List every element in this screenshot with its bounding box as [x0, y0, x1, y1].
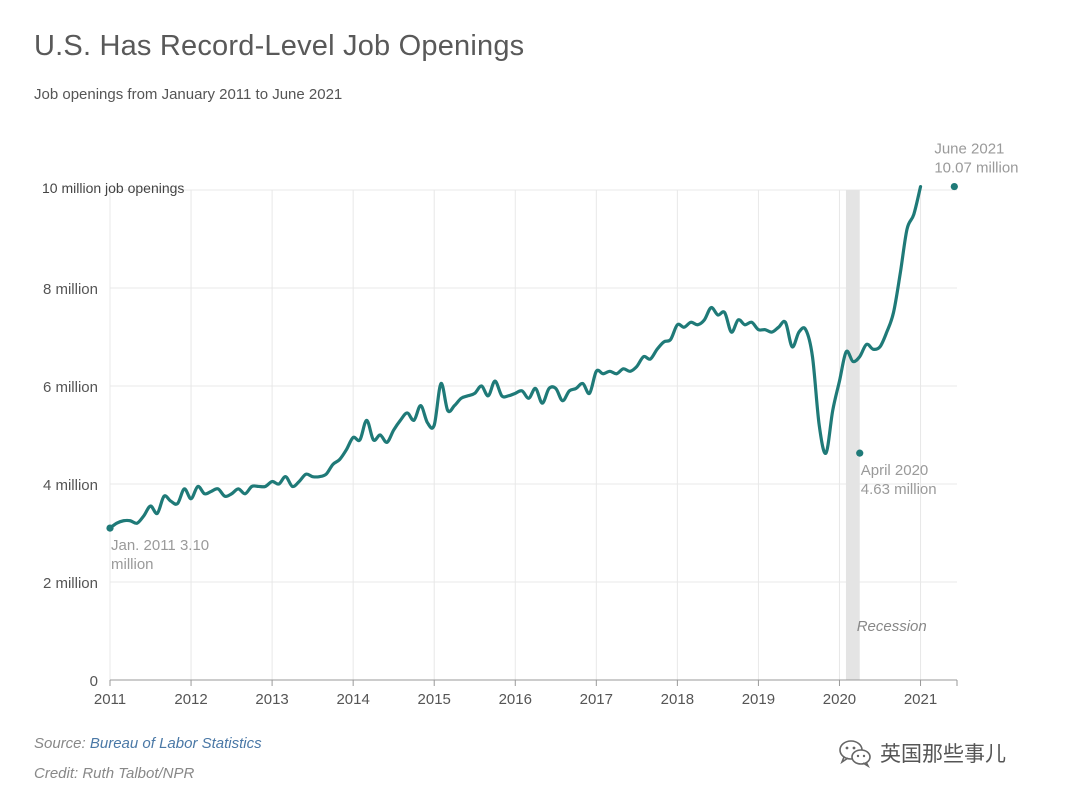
x-tick-label: 2019: [742, 691, 775, 708]
y-tick-label: 4 million: [43, 477, 98, 494]
series-layer: [108, 184, 923, 530]
annotation-label: 10.07 million: [934, 160, 1018, 177]
x-tick-label: 2018: [661, 691, 694, 708]
data-point-marker: [106, 524, 114, 532]
recession-band: [845, 190, 860, 680]
axis-layer: 0 2 million 4 million 6 million 8 million 10 …: [42, 180, 958, 708]
x-tick-label: 2012: [174, 691, 207, 708]
data-point-marker: [856, 449, 864, 457]
recession-layer: Recession: [845, 190, 927, 680]
series-line-job-openings: [108, 184, 923, 530]
x-tick-label: 2013: [255, 691, 288, 708]
annotation-label: June 2021: [934, 141, 1004, 158]
x-tick-label: 2015: [418, 691, 451, 708]
credit-note: Credit: Ruth Talbot/NPR: [34, 765, 195, 782]
x-tick-label: 2011: [94, 691, 126, 708]
y-tick-label: 6 million: [43, 379, 98, 396]
chart-subtitle: Job openings from January 2011 to June 2…: [34, 86, 343, 103]
wechat-icon: [839, 740, 871, 768]
x-tick-label: 2020: [823, 691, 856, 708]
watermark-text: 英国那些事儿: [880, 742, 1006, 766]
y-tick-label: 10 million job openings: [42, 180, 184, 196]
y-tick-label: 0: [90, 673, 98, 690]
annotation-label: 4.63 million: [861, 481, 937, 498]
annotation-label: million: [111, 556, 154, 573]
grid-layer: [109, 189, 957, 680]
watermark: 英国那些事儿: [838, 738, 1006, 768]
data-point-marker: [950, 182, 958, 191]
y-tick-label: 2 million: [43, 575, 98, 592]
annotation-label: Jan. 2011 3.10: [111, 537, 209, 554]
source-note: Source: Bureau of Labor Statistics: [34, 735, 262, 752]
x-tick-label: 2017: [580, 691, 613, 708]
recession-label: Recession: [857, 618, 927, 635]
annotation-label: April 2020: [861, 462, 929, 479]
y-tick-label: 8 million: [43, 281, 98, 298]
x-tick-label: 2016: [499, 691, 532, 708]
x-tick-label: 2021: [904, 691, 937, 708]
annotation-layer: Jan. 2011 3.10 million April 2020 4.63 mill…: [106, 141, 1019, 573]
source-prefix: Source:: [34, 735, 90, 752]
x-tick-label: 2014: [336, 691, 369, 708]
chart-title: U.S. Has Record-Level Job Openings: [34, 30, 525, 62]
source-link[interactable]: Bureau of Labor Statistics: [89, 735, 262, 752]
